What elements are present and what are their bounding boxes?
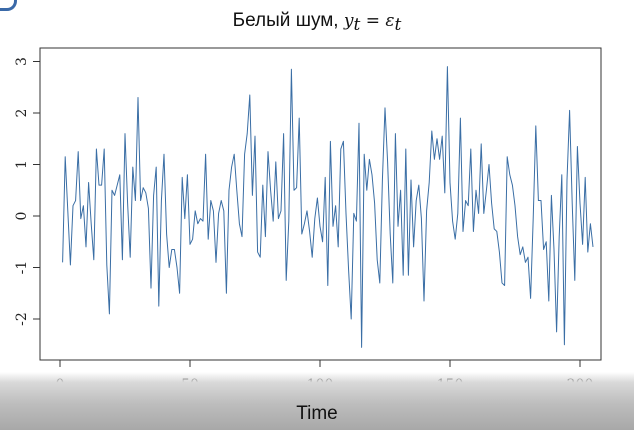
y-tick-label: 1: [14, 160, 30, 169]
bottom-overlay-band: [0, 372, 634, 430]
chart-title-text: Белый шум,: [233, 10, 344, 31]
x-axis-label: Time: [296, 403, 338, 424]
y-tick-label: 0: [14, 212, 30, 221]
series-line: [62, 66, 594, 348]
chart-title-math-sub2: t: [395, 15, 402, 35]
chart-title-math-eq: = ε: [360, 11, 394, 31]
chart-title: Белый шум, yt = εt: [233, 10, 402, 35]
chart-title-math-y: y: [343, 11, 354, 31]
chart-title-math-sub: t: [353, 15, 360, 35]
y-tick-label: 2: [14, 109, 30, 118]
plot-frame: [39, 47, 602, 361]
corner-decoration: [0, 0, 17, 11]
y-tick-label: -1: [14, 261, 30, 275]
y-tick-label: 3: [14, 57, 30, 66]
y-tick-label: -2: [14, 312, 30, 326]
y-axis: -2 -1 0 1 2 3: [14, 57, 40, 326]
